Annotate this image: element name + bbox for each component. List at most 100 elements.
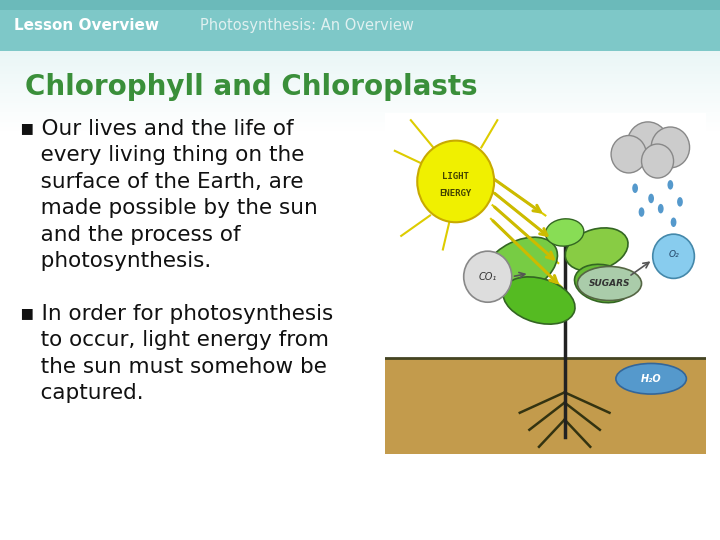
Bar xyxy=(0,68,720,69)
Bar xyxy=(0,79,720,80)
Ellipse shape xyxy=(632,184,638,193)
Bar xyxy=(0,65,720,66)
Bar xyxy=(0,129,720,130)
Bar xyxy=(0,71,720,72)
Bar xyxy=(0,66,720,67)
Bar xyxy=(0,62,720,63)
Bar xyxy=(0,82,720,83)
Text: ▪ Our lives and the life of
   every living thing on the
   surface of the Earth: ▪ Our lives and the life of every living… xyxy=(20,119,318,271)
Bar xyxy=(0,63,720,64)
Bar xyxy=(0,112,720,113)
Ellipse shape xyxy=(482,237,557,296)
Bar xyxy=(0,121,720,122)
Bar xyxy=(0,122,720,123)
Bar xyxy=(0,113,720,114)
Bar xyxy=(0,52,720,53)
Bar xyxy=(0,89,720,90)
Text: Lesson Overview: Lesson Overview xyxy=(14,18,159,33)
Bar xyxy=(0,108,720,109)
Circle shape xyxy=(418,140,494,222)
Bar xyxy=(0,98,720,99)
Text: O₂: O₂ xyxy=(668,250,679,259)
Bar xyxy=(0,116,720,117)
Bar xyxy=(0,64,720,65)
Bar xyxy=(0,58,720,59)
Bar xyxy=(0,100,720,101)
Bar xyxy=(0,120,720,121)
Bar xyxy=(0,83,720,84)
Text: H₂O: H₂O xyxy=(641,374,662,384)
Bar xyxy=(0,106,720,107)
Text: LIGHT: LIGHT xyxy=(442,172,469,181)
Bar xyxy=(0,86,720,87)
Bar xyxy=(0,74,720,75)
Bar xyxy=(0,69,720,70)
Bar xyxy=(0,130,720,131)
Bar xyxy=(0,99,720,100)
Bar xyxy=(0,61,720,62)
Bar xyxy=(0,56,720,57)
Ellipse shape xyxy=(565,228,628,271)
Bar xyxy=(0,94,720,95)
Text: ENERGY: ENERGY xyxy=(440,189,472,198)
Bar xyxy=(0,0,720,10)
Bar xyxy=(0,57,720,58)
Bar xyxy=(0,127,720,128)
Bar xyxy=(385,359,706,454)
Bar xyxy=(0,70,720,71)
Circle shape xyxy=(627,122,669,166)
Bar xyxy=(0,101,720,102)
Bar xyxy=(0,104,720,105)
Bar xyxy=(0,90,720,91)
Bar xyxy=(0,117,720,118)
Bar xyxy=(0,102,720,103)
Bar xyxy=(0,92,720,93)
Bar xyxy=(0,91,720,92)
Ellipse shape xyxy=(546,219,584,246)
Bar xyxy=(0,107,720,108)
Bar xyxy=(0,103,720,104)
Bar xyxy=(0,75,720,76)
Bar xyxy=(0,55,720,56)
Ellipse shape xyxy=(648,194,654,203)
Bar xyxy=(0,128,720,129)
Bar xyxy=(0,84,720,85)
Circle shape xyxy=(653,234,694,279)
Bar xyxy=(385,359,706,454)
Bar xyxy=(0,85,720,86)
Bar xyxy=(0,119,720,120)
Text: CO₁: CO₁ xyxy=(479,272,497,282)
Ellipse shape xyxy=(677,197,683,207)
Bar xyxy=(0,124,720,125)
Bar xyxy=(0,105,720,106)
Ellipse shape xyxy=(639,207,644,217)
Bar xyxy=(0,77,720,78)
Bar xyxy=(0,111,720,112)
Bar xyxy=(0,114,720,115)
Circle shape xyxy=(642,144,674,178)
Text: ▪ In order for photosynthesis
   to occur, light energy from
   the sun must som: ▪ In order for photosynthesis to occur, … xyxy=(20,304,333,403)
Bar xyxy=(0,87,720,88)
Text: Chlorophyll and Chloroplasts: Chlorophyll and Chloroplasts xyxy=(25,73,477,101)
Ellipse shape xyxy=(667,180,673,190)
Bar xyxy=(0,60,720,61)
Bar xyxy=(0,109,720,110)
Bar xyxy=(0,78,720,79)
Bar xyxy=(0,81,720,82)
Bar xyxy=(0,54,720,55)
Bar xyxy=(0,53,720,54)
Bar xyxy=(0,95,720,96)
Ellipse shape xyxy=(577,267,642,300)
Bar xyxy=(0,96,720,97)
Text: SUGARS: SUGARS xyxy=(589,279,630,288)
Bar xyxy=(0,59,720,60)
Bar xyxy=(0,110,720,111)
Text: Photosynthesis: An Overview: Photosynthesis: An Overview xyxy=(200,18,414,33)
Circle shape xyxy=(651,127,690,168)
Bar xyxy=(0,80,720,81)
Bar xyxy=(0,118,720,119)
Ellipse shape xyxy=(575,264,631,303)
Bar xyxy=(0,115,720,116)
Bar xyxy=(0,97,720,98)
Ellipse shape xyxy=(503,277,575,324)
